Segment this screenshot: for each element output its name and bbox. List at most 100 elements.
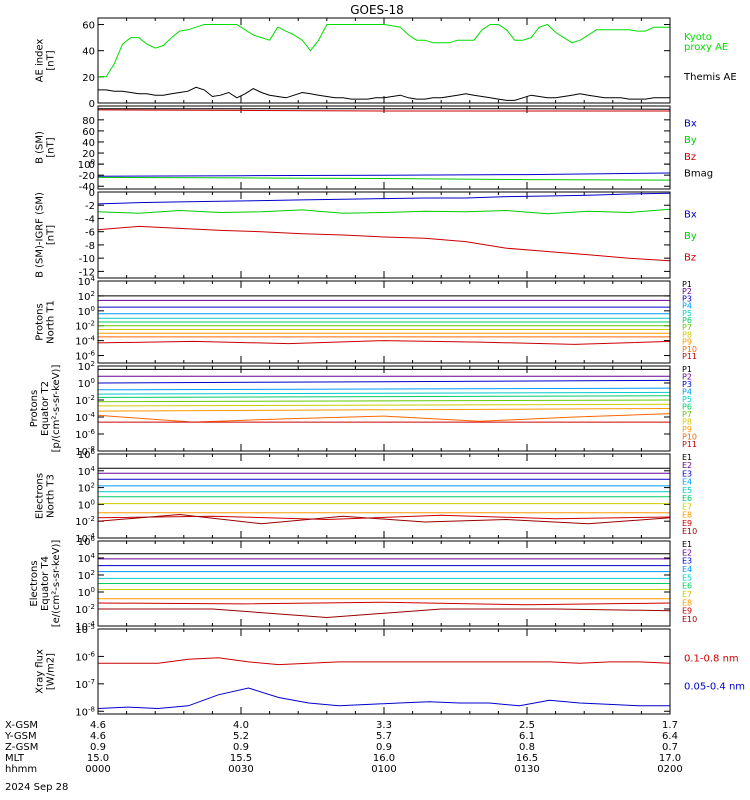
legend-e8: E8 [682, 511, 692, 520]
panel-frame [97, 453, 671, 539]
y-tick-label: -8 [85, 241, 95, 252]
ephemeris-value: 0.9 [233, 742, 249, 753]
y-tick-label: -40 [79, 182, 95, 193]
legend-e5: E5 [682, 573, 692, 582]
series-p3-line [97, 379, 671, 384]
series-by-line [97, 208, 671, 215]
y-axis-label: [W/m2] [46, 653, 57, 690]
y-tick-label: 0 [89, 160, 95, 171]
plot-title: GOES-18 [350, 3, 404, 17]
ephemeris-value: 4.6 [90, 731, 106, 742]
ephemeris-value: 0200 [657, 764, 682, 775]
panel-frame [97, 365, 671, 452]
series-p11-line [97, 340, 671, 345]
series-e10-line [98, 608, 671, 619]
legend-e9: E9 [682, 607, 692, 616]
y-axis-label: Equator T2 [40, 381, 51, 436]
series-p9-line [97, 408, 671, 412]
y-axis-label: Equator T4 [40, 556, 51, 611]
legend-p7: P7 [682, 323, 692, 332]
legend-e5: E5 [682, 486, 692, 495]
legend-e7: E7 [682, 590, 692, 599]
legend-bx: Bx [684, 210, 697, 221]
legend-p5: P5 [682, 395, 692, 404]
series-bmag-line [98, 108, 671, 110]
legend-p11: P11 [682, 440, 697, 449]
series-p6-line [97, 395, 671, 398]
legend-proxy-ae: proxy AE [684, 42, 728, 53]
legend-e10: E10 [682, 615, 697, 624]
series-p8-line [97, 403, 671, 407]
series-e9-line [97, 601, 671, 606]
legend-bz: Bz [684, 152, 696, 163]
panel-frame [97, 540, 671, 627]
y-axis-label: North T1 [46, 300, 57, 344]
series-bz-line [97, 225, 671, 262]
ephemeris-value: 16.0 [373, 753, 395, 764]
legend-p1: P1 [682, 280, 692, 289]
legend-e4: E4 [682, 478, 692, 487]
legend-p3: P3 [682, 294, 692, 303]
legend-p10: P10 [682, 433, 697, 442]
ephemeris-value: 5.7 [376, 731, 392, 742]
panel-frame [97, 628, 671, 715]
legend-e8: E8 [682, 598, 692, 607]
series-p5-line [97, 391, 671, 395]
legend-p3: P3 [682, 380, 692, 389]
legend-p6: P6 [682, 403, 692, 412]
y-axis-label: [nT] [46, 50, 57, 70]
legend-p5: P5 [682, 309, 692, 318]
y-axis-label: Electrons [35, 473, 46, 519]
ephemeris-value: 4.0 [233, 720, 249, 731]
ephemeris-label-x-gsm: X-GSM [5, 720, 38, 731]
y-axis-label: [nT] [46, 225, 57, 245]
series-by-line [97, 176, 671, 181]
ephemeris-value: 4.6 [90, 720, 106, 731]
legend-by: By [684, 135, 697, 146]
legend-e3: E3 [682, 557, 692, 566]
ephemeris-value: 3.3 [376, 720, 392, 731]
ephemeris-value: 6.1 [519, 731, 535, 742]
y-tick-label: -20 [79, 171, 95, 182]
legend-p8: P8 [682, 330, 692, 339]
legend-p6: P6 [682, 316, 692, 325]
ephemeris-value: 2.5 [519, 720, 535, 731]
series-0-05-0-4-nm-line [97, 687, 670, 710]
legend-e10: E10 [682, 527, 697, 536]
legend-e6: E6 [682, 582, 692, 591]
legend-kyoto: Kyoto [684, 32, 712, 43]
series-bz-line [97, 109, 670, 112]
legend-e2: E2 [682, 548, 692, 557]
ephemeris-value: 5.2 [233, 731, 249, 742]
legend-bmag: Bmag [684, 168, 713, 179]
series-bx-line [97, 192, 671, 205]
y-axis-label: AE index [35, 39, 46, 83]
legend-bz: Bz [684, 253, 696, 264]
ephemeris-label-z-gsm: Z-GSM [5, 742, 38, 753]
legend-p8: P8 [682, 418, 692, 427]
y-tick-label: -6 [85, 228, 95, 239]
ephemeris-value: 1.7 [662, 720, 678, 731]
y-tick-label: 60 [82, 127, 95, 138]
legend-themis-ae: Themis AE [683, 72, 737, 83]
y-tick-label: -2 [85, 201, 95, 212]
ephemeris-value: 16.5 [516, 753, 538, 764]
legend-0-1-0-8-nm: 0.1-0.8 nm [684, 653, 739, 664]
y-tick-label: 20 [82, 73, 95, 84]
y-axis-label: [nT] [46, 137, 57, 157]
legend-p1: P1 [682, 365, 692, 374]
ephemeris-value: 0100 [371, 764, 396, 775]
legend-p9: P9 [682, 338, 692, 347]
panel-frame [97, 105, 671, 190]
legend-e2: E2 [682, 461, 692, 470]
y-axis-label: B (SM)-IGRF (SM) [35, 192, 46, 278]
legend-p7: P7 [682, 410, 692, 419]
legend-e6: E6 [682, 494, 692, 503]
y-tick-label: -10 [79, 254, 95, 265]
legend-e9: E9 [682, 519, 692, 528]
ephemeris-value: 15.0 [87, 753, 109, 764]
